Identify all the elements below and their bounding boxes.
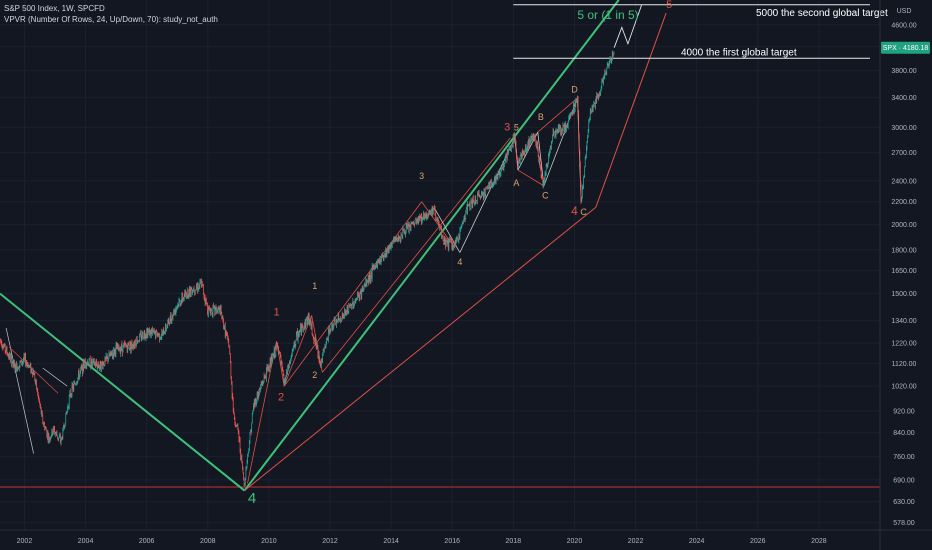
x-tick-label: 2028 — [811, 538, 827, 545]
wave-label: C — [542, 190, 549, 200]
red-channel-upper — [595, 12, 667, 208]
wave-label: A — [513, 178, 519, 188]
x-tick-label: 2008 — [200, 538, 216, 545]
green-uptrend — [243, 0, 620, 492]
x-tick-label: 2014 — [383, 538, 399, 545]
chart-grid — [0, 0, 880, 530]
x-tick-label: 2024 — [689, 538, 705, 545]
y-tick-label: 3800.00 — [891, 68, 916, 75]
y-tick-label: 1800.00 — [891, 247, 916, 254]
wave-line — [247, 341, 277, 484]
last-price-tag-bg — [881, 41, 930, 54]
wave-channel-line — [283, 201, 422, 387]
y-tick-label: 2700.00 — [891, 150, 916, 157]
indicator-label[interactable]: VPVR (Number Of Rows, 24, Up/Down, 70): … — [4, 15, 218, 24]
wave-label: 4 — [571, 204, 578, 218]
wave-channel-line — [322, 137, 511, 373]
early-wave-line — [5, 327, 34, 454]
wave-label: 5 — [666, 0, 672, 11]
red-channel-lower — [244, 206, 597, 491]
x-tick-label: 2010 — [261, 538, 277, 545]
y-tick-label: 840.00 — [893, 430, 915, 437]
x-tick-label: 2006 — [139, 538, 155, 545]
y-tick-label: 1500.00 — [891, 291, 916, 298]
y-tick-label: 1650.00 — [891, 268, 916, 275]
y-tick-label: 760.00 — [893, 454, 915, 461]
second-target-label: 5000 the second global target — [756, 8, 888, 19]
y-tick-label: 690.00 — [893, 477, 915, 484]
time-axis[interactable]: 2002 2004 2006 2008 2010 2012 2014 2016 2018 2020… — [0, 529, 932, 545]
y-tick-label: 4600.00 — [891, 22, 916, 29]
projection-path — [613, 4, 643, 48]
early-wave-line — [42, 367, 68, 387]
wave-line — [283, 315, 313, 387]
symbol-title[interactable]: S&P 500 Index, 1W, SPCFD — [4, 4, 105, 13]
y-tick-label: 2400.00 — [891, 178, 916, 185]
wave-label: 1 — [312, 281, 317, 291]
last-price-tag: SPX · 4180.18 — [881, 41, 930, 54]
wave-label: 5 — [514, 123, 519, 133]
y-tick-label: 3400.00 — [891, 95, 916, 102]
y-tick-label: 1020.00 — [891, 384, 916, 391]
x-tick-label: 2026 — [750, 538, 766, 545]
x-tick-label: 2004 — [78, 538, 94, 545]
price-series — [0, 4, 643, 487]
x-tick-label: 2016 — [444, 538, 460, 545]
wave-label: 2 — [312, 370, 317, 380]
wave-label: 3 — [419, 171, 424, 181]
triangle-line — [537, 97, 578, 133]
price-axis[interactable]: USD 5200.004600.004200.003800.003400.003… — [879, 0, 917, 550]
y-tick-label: 578.00 — [893, 520, 915, 527]
target-annotations: 5000 the second global target 4000 the f… — [577, 8, 888, 59]
y-tick-label: 3000.00 — [891, 125, 916, 132]
x-tick-label: 2012 — [322, 538, 338, 545]
x-tick-label: 2002 — [17, 538, 33, 545]
y-tick-label: 2200.00 — [891, 199, 916, 206]
wave-label: D — [571, 84, 578, 94]
y-tick-label: 1340.00 — [891, 318, 916, 325]
y-tick-label: 1220.00 — [891, 341, 916, 348]
y-tick-label: 920.00 — [893, 408, 915, 415]
wave-label: B — [538, 112, 544, 122]
trendline-drawings — [0, 0, 880, 492]
wave-label: 4 — [248, 490, 256, 507]
green-downtrend — [0, 292, 246, 492]
wave-label: 1 — [273, 306, 279, 318]
y-tick-label: 2000.00 — [891, 222, 916, 229]
chart-legend: S&P 500 Index, 1W, SPCFD VPVR (Number Of… — [4, 3, 218, 25]
first-target-label: 4000 the first global target — [681, 47, 797, 58]
currency-label: USD — [897, 8, 912, 15]
triangle-line — [517, 169, 545, 187]
y-tick-label: 1120.00 — [892, 361, 917, 368]
wave-label: 3 — [504, 122, 510, 134]
wave-label: 4 — [457, 257, 462, 267]
wave-label: 2 — [278, 392, 284, 404]
x-tick-label: 2022 — [628, 538, 644, 545]
y-tick-label: 630.00 — [893, 499, 915, 506]
wave5-target-label: 5 or (1 in 5) — [577, 8, 638, 22]
wave-label: C — [580, 207, 587, 217]
last-price-text: SPX · 4180.18 — [883, 45, 929, 52]
x-tick-label: 2020 — [567, 538, 583, 545]
x-tick-label: 2018 — [506, 538, 522, 545]
